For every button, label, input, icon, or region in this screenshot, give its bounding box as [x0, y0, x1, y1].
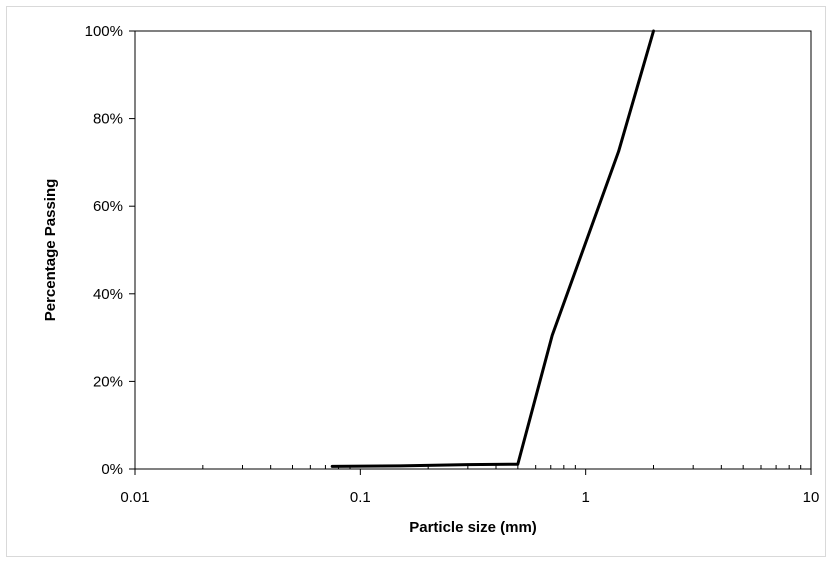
x-tick-label: 1 [581, 489, 589, 506]
x-tick-label: 0.01 [120, 489, 149, 506]
plot-area [134, 30, 812, 470]
y-tick-label: 20% [93, 373, 123, 390]
x-tick-labels: 0.01 0.1 1 10 [120, 489, 819, 506]
x-tick-label: 0.1 [350, 489, 371, 506]
y-ticks [129, 30, 135, 470]
y-axis-title: Percentage Passing [42, 179, 59, 322]
x-tick-label: 10 [803, 489, 820, 506]
x-major-ticks [134, 469, 812, 475]
y-tick-label: 40% [93, 286, 123, 303]
y-tick-labels: 0% 20% 40% 60% 80% 100% [85, 23, 123, 478]
y-tick-label: 0% [101, 461, 123, 478]
series-line [330, 29, 655, 468]
x-axis-title: Particle size (mm) [409, 519, 537, 536]
series-layer [330, 29, 655, 468]
y-tick-label: 80% [93, 111, 123, 128]
y-tick-label: 100% [85, 23, 123, 40]
y-tick-label: 60% [93, 198, 123, 215]
